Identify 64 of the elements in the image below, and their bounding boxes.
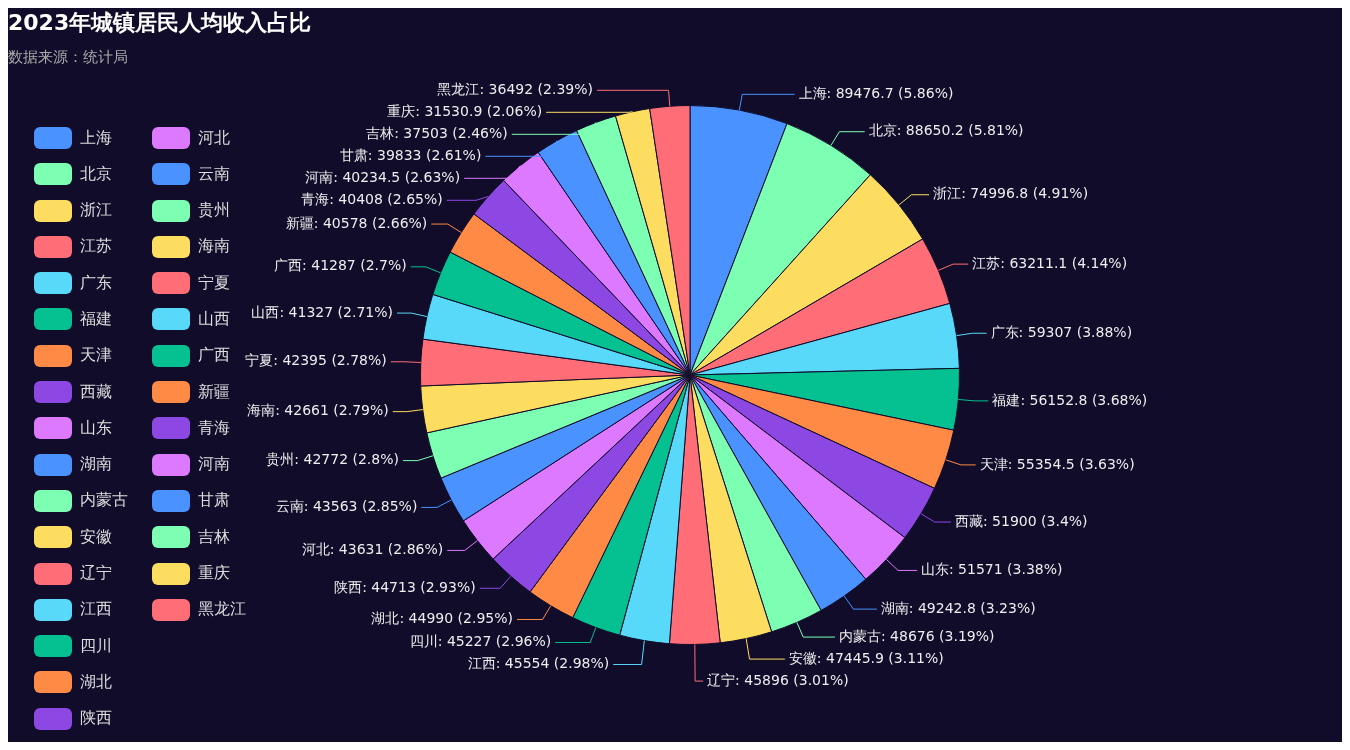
data-label: 西藏: 51900 (3.4%)	[954, 512, 1088, 529]
data-label: 天津: 55354.5 (3.63%)	[979, 455, 1135, 472]
data-label: 山东: 51571 (3.38%)	[920, 561, 1063, 578]
data-label: 吉林: 37503 (2.46%)	[366, 124, 508, 141]
legend-label: 河北	[198, 127, 230, 149]
data-label: 江西: 45554 (2.98%)	[467, 655, 610, 672]
legend-label: 吉林	[198, 526, 230, 548]
data-label: 山西: 41327 (2.71%)	[251, 303, 393, 320]
legend-label: 黑龙江	[198, 599, 246, 621]
data-label: 江苏: 63211.1 (4.14%)	[972, 254, 1128, 271]
legend-label: 内蒙古	[80, 490, 128, 512]
data-label: 海南: 42661 (2.79%)	[247, 402, 389, 419]
legend-label: 辽宁	[80, 563, 112, 585]
legend-label: 新疆	[198, 381, 230, 403]
data-label: 四川: 45227 (2.96%)	[409, 633, 552, 650]
legend-label: 重庆	[198, 563, 230, 585]
chart-subtitle: 数据来源：统计局	[8, 48, 128, 67]
data-label: 宁夏: 42395 (2.78%)	[245, 352, 387, 369]
data-label: 黑龙江: 36492 (2.39%)	[437, 80, 593, 97]
legend-label: 西藏	[80, 381, 112, 403]
data-label: 广西: 41287 (2.7%)	[274, 257, 407, 274]
data-label: 福建: 56152.8 (3.68%)	[992, 391, 1148, 408]
data-label: 湖北: 44990 (2.95%)	[371, 610, 513, 627]
data-label: 上海: 89476.7 (5.86%)	[798, 84, 954, 101]
data-label: 青海: 40408 (2.65%)	[301, 190, 443, 207]
data-label: 云南: 43563 (2.85%)	[275, 498, 418, 515]
legend-label: 天津	[80, 345, 112, 367]
data-label: 河北: 43631 (2.86%)	[301, 541, 444, 558]
data-label: 河南: 40234.5 (2.63%)	[305, 168, 461, 185]
data-label: 辽宁: 45896 (3.01%)	[707, 671, 849, 688]
data-label: 北京: 88650.2 (5.81%)	[868, 122, 1024, 139]
chart-title: 2023年城镇居民人均收入占比	[8, 9, 312, 37]
data-label: 广东: 59307 (3.88%)	[990, 323, 1133, 340]
legend-label: 上海	[80, 127, 112, 149]
legend-label: 浙江	[80, 200, 112, 222]
legend-label: 山西	[198, 308, 230, 330]
data-label: 浙江: 74996.8 (4.91%)	[933, 185, 1089, 202]
legend-label: 广西	[198, 345, 230, 367]
data-label: 重庆: 31530.9 (2.06%)	[387, 102, 543, 119]
legend-label: 海南	[198, 236, 230, 258]
legend-label: 广东	[80, 272, 112, 294]
legend-label: 福建	[80, 308, 112, 330]
legend-label: 北京	[80, 163, 112, 185]
data-label: 甘肃: 39833 (2.61%)	[339, 146, 482, 163]
data-label: 湖南: 49242.8 (3.23%)	[880, 599, 1036, 616]
legend-label: 江西	[80, 599, 112, 621]
legend-label: 四川	[80, 635, 112, 657]
legend-label: 湖北	[80, 671, 112, 693]
data-label: 陕西: 44713 (2.93%)	[334, 578, 476, 595]
data-label: 贵州: 42772 (2.8%)	[266, 451, 399, 468]
legend-label: 河南	[198, 454, 230, 476]
legend-label: 安徽	[80, 526, 112, 548]
legend-label: 贵州	[198, 200, 230, 222]
legend-label: 山东	[80, 417, 112, 439]
legend-label: 陕西	[80, 708, 112, 730]
legend-label: 湖南	[80, 454, 112, 476]
data-label: 安徽: 47445.9 (3.11%)	[788, 649, 944, 666]
legend-label: 云南	[198, 163, 230, 185]
legend-label: 甘肃	[198, 490, 230, 512]
legend-label: 宁夏	[198, 272, 230, 294]
legend-label: 江苏	[80, 236, 112, 258]
legend-label: 青海	[198, 417, 230, 439]
data-label: 内蒙古: 48676 (3.19%)	[838, 627, 995, 644]
data-label: 新疆: 40578 (2.66%)	[285, 214, 428, 231]
